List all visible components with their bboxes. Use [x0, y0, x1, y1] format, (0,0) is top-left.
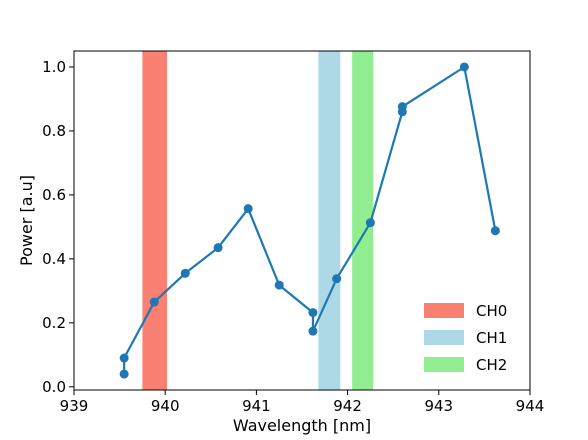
data-point	[365, 218, 375, 228]
x-tick-label: 944	[516, 397, 545, 415]
band-ch1	[318, 51, 341, 390]
data-point	[308, 326, 318, 336]
legend-swatch-ch1	[424, 330, 464, 345]
x-tick-label: 940	[151, 397, 180, 415]
data-point	[397, 102, 407, 112]
data-point	[243, 204, 253, 214]
legend-label-ch2: CH2	[476, 356, 507, 374]
channel-bands	[142, 51, 374, 390]
legend-swatch-ch0	[424, 303, 464, 318]
plot-frame	[73, 50, 531, 391]
data-point	[308, 308, 318, 318]
y-tick-label: 0.0	[42, 378, 66, 396]
y-axis-title: Power [a.u]	[17, 175, 36, 266]
y-tick-label: 1.0	[42, 58, 66, 76]
y-tick-label: 0.8	[42, 122, 66, 140]
x-axis: 939 940 941 942 943 944	[60, 390, 545, 415]
legend-swatch-ch2	[424, 357, 464, 372]
data-point	[459, 62, 469, 72]
legend-label-ch0: CH0	[476, 302, 507, 320]
data-point	[119, 369, 129, 379]
series-line	[123, 65, 497, 375]
data-point	[274, 280, 284, 290]
y-tick-label: 0.4	[42, 250, 66, 268]
series-layer	[119, 62, 500, 379]
y-axis: 0.0 0.2 0.4 0.6 0.8 1.0	[42, 58, 74, 396]
legend: CH0 CH1 CH2	[424, 302, 507, 374]
legend-label-ch1: CH1	[476, 329, 507, 347]
band-ch2	[352, 51, 374, 390]
band-ch0	[142, 51, 168, 390]
data-point	[180, 268, 190, 278]
data-point	[119, 353, 129, 363]
data-point	[213, 243, 223, 253]
y-tick-label: 0.6	[42, 186, 66, 204]
x-axis-title: Wavelength [nm]	[233, 416, 371, 435]
x-tick-label: 941	[242, 397, 271, 415]
y-tick-label: 0.2	[42, 314, 66, 332]
x-tick-label: 939	[60, 397, 89, 415]
data-point	[490, 226, 500, 236]
x-tick-label: 942	[333, 397, 362, 415]
data-point	[332, 274, 342, 284]
x-tick-label: 943	[424, 397, 453, 415]
data-point	[149, 297, 159, 307]
